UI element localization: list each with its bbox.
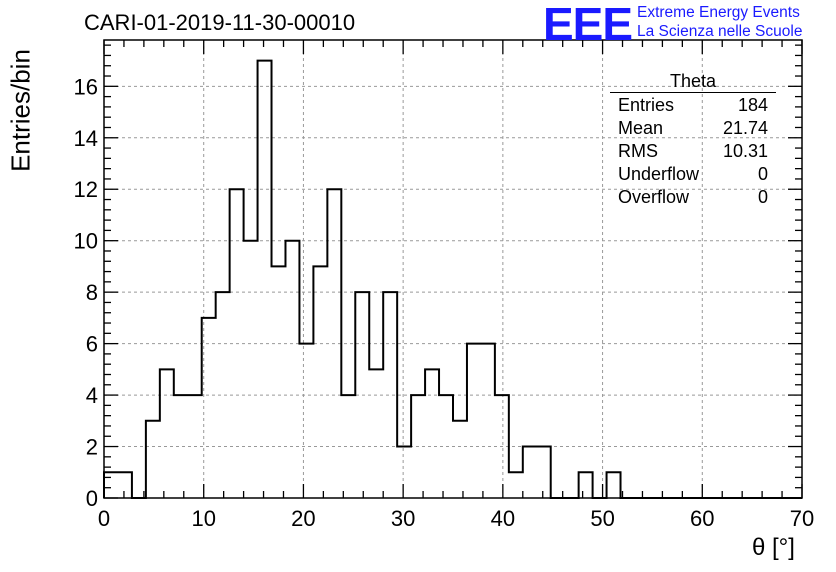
tick-labels: 0 10 20 30 40 50 60 70 0 2 4 6 8 10 12 14 16: [74, 74, 815, 531]
histogram-bin: [607, 472, 621, 498]
histogram-bin: [383, 292, 397, 498]
histogram-bin: [285, 241, 299, 498]
histogram-bin: [216, 292, 230, 498]
histogram-bin: [104, 472, 118, 498]
stats-value: 0: [757, 164, 768, 184]
stats-box-title: Theta: [610, 70, 776, 93]
y-axis-label: Entries/bin: [5, 49, 36, 172]
histogram-bin: [425, 369, 439, 498]
stats-label: Underflow: [618, 164, 700, 184]
x-axis-label: θ [°]: [752, 534, 795, 561]
y-tick-label: 8: [86, 280, 98, 305]
stats-row: Overflow 0: [610, 186, 776, 209]
x-tick-label: 0: [98, 506, 110, 531]
histogram-bin: [481, 344, 495, 498]
eee-logo: EEE: [543, 0, 633, 50]
stats-label: Overflow: [618, 187, 690, 207]
stats-value: 184: [737, 95, 768, 115]
x-tick-label: 70: [790, 506, 814, 531]
stats-value: 0: [757, 187, 768, 207]
histogram-bin: [160, 369, 174, 498]
axis-ticks: [103, 40, 803, 499]
histogram-bars: [103, 59, 802, 499]
histogram-bin: [397, 447, 411, 498]
y-tick-label: 6: [86, 332, 98, 357]
histogram-bin: [453, 421, 467, 498]
x-tick-label: 60: [690, 506, 714, 531]
x-tick-label: 30: [391, 506, 415, 531]
stats-label: Entries: [618, 95, 675, 115]
stats-label: RMS: [618, 141, 658, 161]
logo-line-2: La Scienza nelle Scuole: [637, 23, 803, 40]
x-tick-label: 20: [291, 506, 315, 531]
logo-line-1: Extreme Energy Events: [637, 4, 800, 21]
chart-title: CARI-01-2019-11-30-00010: [84, 10, 356, 35]
histogram-bin: [537, 447, 551, 498]
y-tick-label: 10: [74, 229, 98, 254]
histogram-bin: [299, 344, 313, 498]
histogram-bin: [118, 472, 132, 498]
histogram-bin: [244, 241, 258, 498]
stats-box: Theta Entries 184 Mean 21.74 RMS 10.31 U…: [610, 70, 776, 209]
y-tick-label: 2: [86, 435, 98, 460]
histogram-bin: [509, 472, 523, 498]
y-tick-label: 0: [86, 486, 98, 511]
histogram-bin: [258, 61, 272, 498]
stats-label: Mean: [618, 118, 664, 138]
histogram-bin: [523, 447, 537, 498]
stats-value: 21.74: [722, 118, 768, 138]
x-tick-label: 50: [590, 506, 614, 531]
x-tick-label: 40: [491, 506, 515, 531]
logo-caption: Extreme Energy Events La Scienza nelle S…: [637, 3, 802, 41]
y-tick-label: 14: [74, 126, 98, 151]
stats-row: Entries 184: [610, 94, 776, 117]
histogram-bin: [146, 421, 160, 498]
plot-frame: [103, 39, 803, 499]
histogram-bin: [467, 344, 481, 498]
stats-row: RMS 10.31: [610, 140, 776, 163]
y-tick-label: 16: [74, 74, 98, 99]
stats-row: Underflow 0: [610, 163, 776, 186]
y-tick-label: 12: [74, 177, 98, 202]
stats-row: Mean 21.74: [610, 117, 776, 140]
histogram-bin: [369, 369, 383, 498]
x-tick-label: 10: [191, 506, 215, 531]
stats-value: 10.31: [722, 141, 768, 161]
histogram-bin: [174, 395, 188, 498]
histogram-outline: [103, 59, 802, 499]
histogram-bin: [341, 395, 355, 498]
y-tick-label: 4: [86, 383, 98, 408]
histogram-bin: [579, 472, 593, 498]
histogram-bin: [272, 266, 286, 498]
histogram-bin: [313, 266, 327, 498]
